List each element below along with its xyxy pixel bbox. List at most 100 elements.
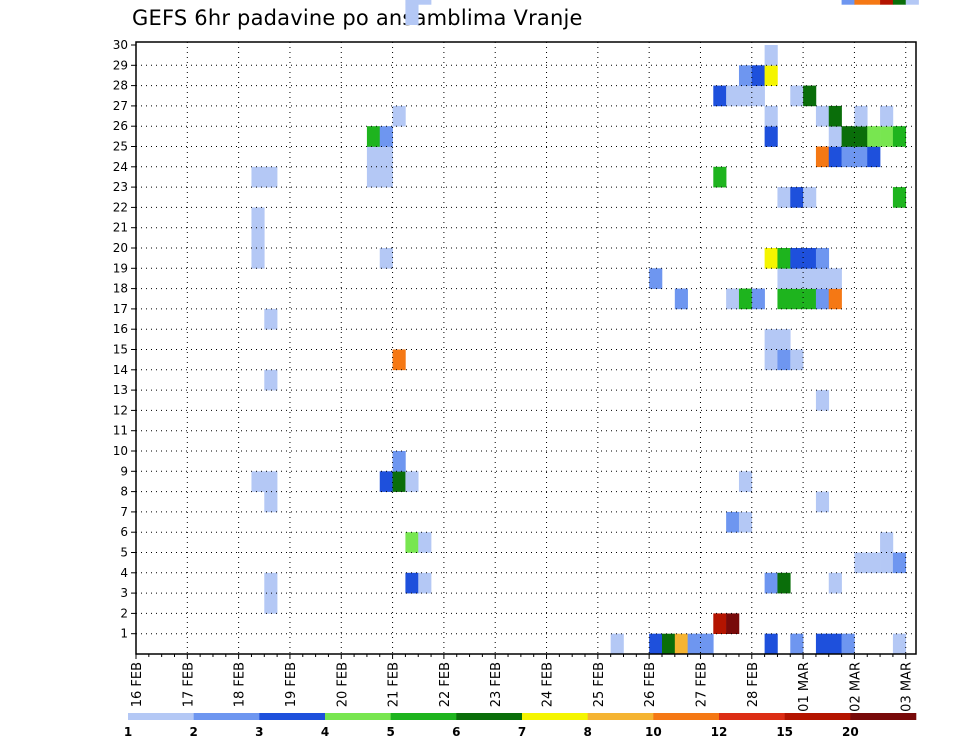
heatmap-cell	[738, 471, 753, 492]
x-tick-label: 23 FEB	[489, 662, 504, 707]
heatmap-cell	[867, 0, 881, 5]
heatmap-cell	[790, 633, 804, 655]
heatmap-cell	[366, 166, 381, 188]
y-tick-label: 11	[113, 424, 128, 438]
y-tick-label: 16	[113, 322, 128, 336]
legend-label: 1	[124, 725, 132, 739]
heatmap-cell	[815, 633, 830, 655]
heatmap-cell	[905, 0, 919, 5]
heatmap-cell	[841, 146, 855, 168]
heatmap-cell	[751, 85, 765, 107]
heatmap-cell	[828, 105, 842, 127]
y-tick-label: 26	[113, 119, 128, 133]
heatmap-cell	[777, 187, 791, 208]
heatmap-cell	[815, 491, 830, 513]
heatmap-cell	[828, 268, 842, 289]
heatmap-cell	[764, 349, 778, 371]
heatmap-cell	[892, 633, 907, 655]
heatmap-cell	[867, 146, 881, 168]
heatmap-cell	[777, 572, 791, 594]
legend-label: 10	[645, 725, 662, 739]
heatmap-cell	[815, 268, 830, 289]
heatmap-cell	[777, 329, 791, 350]
x-tick-label: 16 FEB	[130, 662, 145, 707]
y-tick-label: 5	[120, 546, 128, 560]
y-tick-label: 25	[113, 140, 128, 154]
heatmap-cell	[841, 633, 855, 655]
heatmap-cell	[815, 146, 830, 168]
legend-swatch	[259, 713, 326, 720]
x-tick-label: 28 FEB	[746, 662, 761, 707]
heatmap-cell	[713, 85, 727, 107]
heatmap-cell	[828, 288, 842, 310]
y-tick-label: 28	[113, 79, 128, 93]
legend-label: 7	[518, 725, 526, 739]
heatmap-cell	[764, 105, 778, 127]
heatmap-cell	[379, 126, 393, 147]
chart-title: GEFS 6hr padavine po ansamblima Vranje	[132, 6, 583, 30]
heatmap-cell	[392, 451, 406, 472]
heatmap-cell	[764, 65, 778, 86]
y-tick-label: 10	[113, 444, 128, 458]
heatmap-cell	[790, 288, 804, 310]
y-tick-label: 14	[113, 363, 128, 377]
heatmap-cell	[892, 187, 907, 208]
y-tick-label: 27	[113, 99, 128, 113]
heatmap-cell	[790, 349, 804, 371]
heatmap-cell	[264, 308, 278, 330]
heatmap-cell	[674, 288, 688, 310]
y-tick-label: 8	[120, 485, 128, 499]
heatmap-cell	[803, 288, 817, 310]
legend-swatch	[850, 713, 917, 720]
legend-swatch	[456, 713, 523, 720]
heatmap-cell	[649, 633, 663, 655]
x-tick-label: 02 MAR	[848, 662, 863, 712]
heatmap-cell	[264, 593, 278, 614]
y-tick-label: 1	[120, 627, 128, 641]
legend-swatch	[325, 713, 391, 720]
heatmap-cell	[790, 268, 804, 289]
heatmap-cell	[649, 268, 663, 289]
heatmap-cell	[815, 248, 830, 269]
heatmap-cell	[264, 491, 278, 513]
heatmap-cell	[777, 248, 791, 269]
heatmap-cell	[764, 633, 778, 655]
plot-frame	[135, 41, 917, 655]
heatmap-cell	[418, 572, 432, 594]
heatmap-cell	[880, 126, 894, 147]
heatmap-cell	[738, 511, 753, 533]
heatmap-cell	[880, 532, 894, 553]
heatmap-cell	[764, 248, 778, 269]
legend-swatch	[522, 713, 588, 720]
heatmap-cell	[867, 126, 881, 147]
heatmap-cell	[880, 105, 894, 127]
heatmap-cell	[803, 85, 817, 107]
heatmap-cell	[892, 552, 907, 574]
legend-swatch	[653, 713, 720, 720]
heatmap-cell	[405, 572, 419, 594]
y-tick-label: 20	[113, 241, 128, 255]
legend-swatch	[193, 713, 260, 720]
x-tick-label: 21 FEB	[387, 662, 402, 707]
heatmap-cell	[251, 471, 265, 492]
heatmap-cell	[854, 552, 868, 574]
heatmap-cell	[867, 552, 881, 574]
heatmap-cell	[405, 532, 419, 553]
x-tick-label: 17 FEB	[181, 662, 196, 707]
heatmap-cell	[751, 65, 765, 86]
heatmap-cell	[854, 146, 868, 168]
heatmap-cell	[674, 633, 688, 655]
heatmap-cell	[764, 45, 778, 66]
heatmap-cell	[803, 187, 817, 208]
heatmap-cell	[815, 105, 830, 127]
heatmap-cell	[379, 248, 393, 269]
heatmap-cell	[764, 572, 778, 594]
heatmap-cell	[738, 65, 753, 86]
heatmap-cell	[764, 329, 778, 350]
x-tick-label: 26 FEB	[643, 662, 658, 707]
legend-label: 20	[842, 725, 859, 739]
heatmap-cell	[405, 4, 419, 26]
heatmap-cell	[726, 288, 740, 310]
y-tick-label: 17	[113, 302, 128, 316]
